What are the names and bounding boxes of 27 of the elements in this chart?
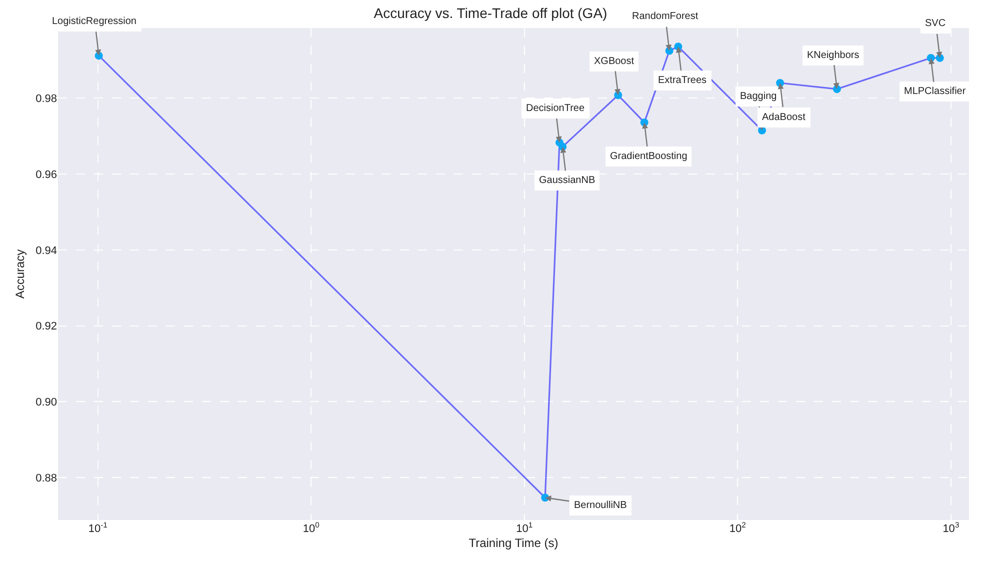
x-tick-label: 10$^{3}$ (942, 520, 960, 535)
x-tick-label: 10$^{-1}$ (88, 520, 108, 535)
annotation: KNeighbors (807, 50, 860, 61)
annotation: LogisticRegression (52, 16, 136, 27)
x-tick-label: 10$^{1}$ (516, 520, 533, 535)
y-tick-label: 0.90 (36, 396, 57, 408)
annotation: XGBoost (594, 56, 634, 67)
annotation: GaussianNB (539, 175, 596, 186)
annotation: RandomForest (632, 11, 698, 22)
y-tick-label: 0.96 (36, 168, 57, 181)
y-tick-label: 0.92 (36, 320, 57, 333)
y-tick-label: 0.98 (36, 93, 57, 106)
annotation: MLPClassifier (904, 86, 966, 97)
x-tick-label: 10$^{2}$ (729, 520, 746, 535)
annotation: BernoulliNB (574, 500, 628, 511)
annotation: AdaBoost (762, 112, 806, 123)
x-tick-label: 10$^{0}$ (302, 520, 320, 535)
y-tick-label: 0.88 (36, 472, 57, 484)
y-axis-title: Accuracy (12, 249, 27, 299)
y-tick-label: 0.94 (36, 244, 57, 257)
annotation: Bagging (740, 91, 777, 102)
annotation: GradientBoosting (610, 151, 688, 162)
annotation: ExtraTrees (658, 75, 707, 86)
annotation: DecisionTree (526, 103, 585, 114)
annotation: SVC (925, 18, 946, 29)
chart-title: Accuracy vs. Time-Trade off plot (GA) (374, 5, 608, 22)
x-axis-title: Training Time (s) (468, 536, 558, 550)
